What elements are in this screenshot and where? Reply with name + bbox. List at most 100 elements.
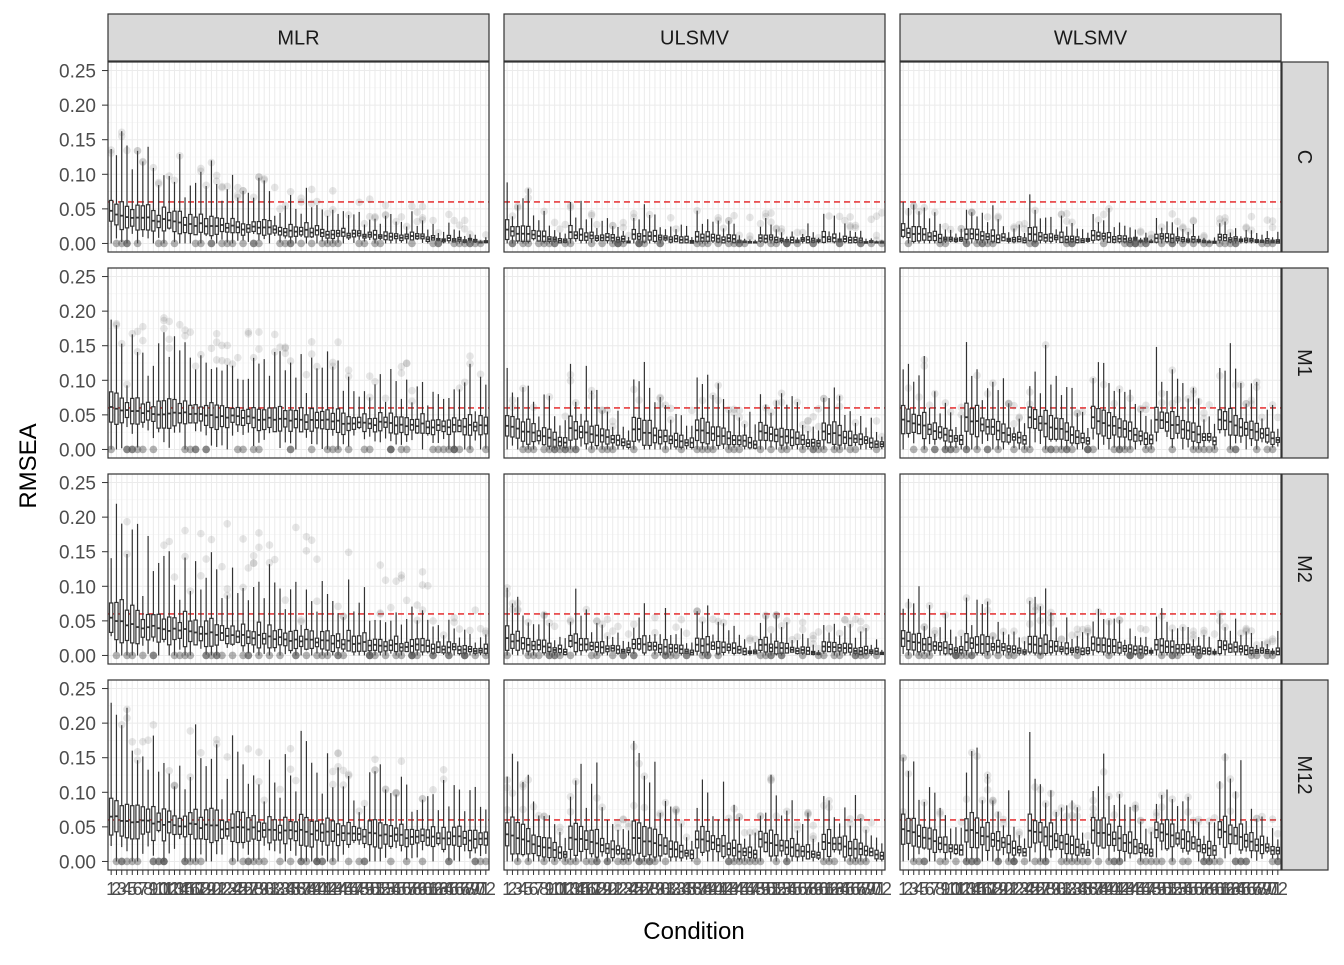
outlier-point: [329, 363, 337, 371]
outlier-point: [957, 629, 965, 637]
outlier-point: [118, 721, 126, 729]
outlier-point: [852, 224, 860, 232]
outlier-point: [704, 652, 712, 660]
outlier-point: [398, 574, 406, 582]
outlier-point: [1158, 390, 1166, 398]
outlier-point: [308, 240, 316, 248]
outlier-point: [408, 397, 416, 405]
outlier-point: [630, 386, 638, 394]
outlier-point: [746, 232, 754, 240]
outlier-point: [783, 446, 791, 454]
outlier-point: [113, 652, 121, 660]
outlier-point: [678, 616, 686, 624]
outlier-point: [1116, 385, 1124, 393]
outlier-point: [1211, 446, 1219, 454]
outlier-point: [1105, 652, 1113, 660]
outlier-point: [736, 446, 744, 454]
outlier-point: [667, 214, 675, 222]
outlier-point: [794, 633, 802, 641]
outlier-point: [139, 158, 147, 166]
outlier-point: [181, 527, 189, 535]
outlier-point: [799, 652, 807, 660]
outlier-point: [144, 736, 152, 744]
outlier-point: [171, 782, 179, 790]
outlier-point: [1089, 376, 1097, 384]
outlier-point: [720, 224, 728, 232]
outlier-point: [1269, 652, 1277, 660]
outlier-point: [1168, 210, 1176, 218]
outlier-point: [794, 240, 802, 248]
outlier-point: [524, 187, 532, 195]
outlier-point: [561, 412, 569, 420]
outlier-point: [546, 393, 554, 401]
outlier-point: [461, 378, 469, 386]
outlier-point: [1190, 386, 1198, 394]
outlier-point: [920, 623, 928, 631]
outlier-point: [440, 775, 448, 783]
outlier-point: [255, 778, 263, 786]
outlier-point: [229, 652, 237, 660]
outlier-point: [382, 201, 390, 209]
outlier-point: [1126, 446, 1134, 454]
outlier-point: [181, 553, 189, 561]
outlier-point: [593, 221, 601, 229]
outlier-point: [926, 401, 934, 409]
outlier-point: [282, 202, 290, 210]
outlier-point: [509, 240, 517, 248]
outlier-point: [255, 748, 263, 756]
outlier-point: [772, 240, 780, 248]
outlier-point: [197, 165, 205, 173]
outlier-point: [139, 652, 147, 660]
outlier-point: [150, 446, 158, 454]
outlier-point: [450, 618, 458, 626]
outlier-point: [567, 652, 575, 660]
outlier-point: [345, 366, 353, 374]
outlier-point: [699, 397, 707, 405]
outlier-point: [905, 240, 913, 248]
outlier-point: [471, 652, 479, 660]
outlier-point: [836, 240, 844, 248]
outlier-point: [514, 204, 522, 212]
outlier-point: [260, 175, 268, 183]
outlier-point: [1158, 652, 1166, 660]
outlier-point: [957, 225, 965, 233]
outlier-point: [857, 240, 865, 248]
outlier-point: [197, 858, 205, 866]
outlier-point: [540, 612, 548, 620]
outlier-point: [551, 240, 559, 248]
outlier-point: [699, 616, 707, 624]
outlier-point: [815, 628, 823, 636]
outlier-point: [530, 446, 538, 454]
outlier-point: [931, 627, 939, 635]
outlier-point: [223, 520, 231, 528]
outlier-point: [197, 240, 205, 248]
outlier-point: [836, 403, 844, 411]
outlier-point: [767, 626, 775, 634]
outlier-point: [820, 652, 828, 660]
outlier-point: [1037, 652, 1045, 660]
outlier-point: [551, 858, 559, 866]
outlier-point: [192, 446, 200, 454]
outlier-point: [984, 598, 992, 606]
outlier-point: [1221, 214, 1229, 222]
outlier-point: [398, 369, 406, 377]
outlier-point: [366, 372, 374, 380]
outlier-point: [345, 772, 353, 780]
outlier-point: [345, 211, 353, 219]
outlier-point: [736, 232, 744, 240]
outlier-point: [245, 330, 253, 338]
outlier-point: [809, 240, 817, 248]
outlier-point: [260, 796, 268, 804]
outlier-point: [477, 240, 485, 248]
outlier-point: [989, 632, 997, 640]
outlier-point: [1116, 617, 1124, 625]
outlier-point: [556, 652, 564, 660]
outlier-point: [382, 211, 390, 219]
panel-M2-WLSMV: [900, 474, 1281, 664]
outlier-point: [297, 198, 305, 206]
outlier-point: [1216, 372, 1224, 380]
outlier-point: [345, 548, 353, 556]
outlier-point: [609, 652, 617, 660]
outlier-point: [1269, 446, 1277, 454]
outlier-point: [1031, 240, 1039, 248]
